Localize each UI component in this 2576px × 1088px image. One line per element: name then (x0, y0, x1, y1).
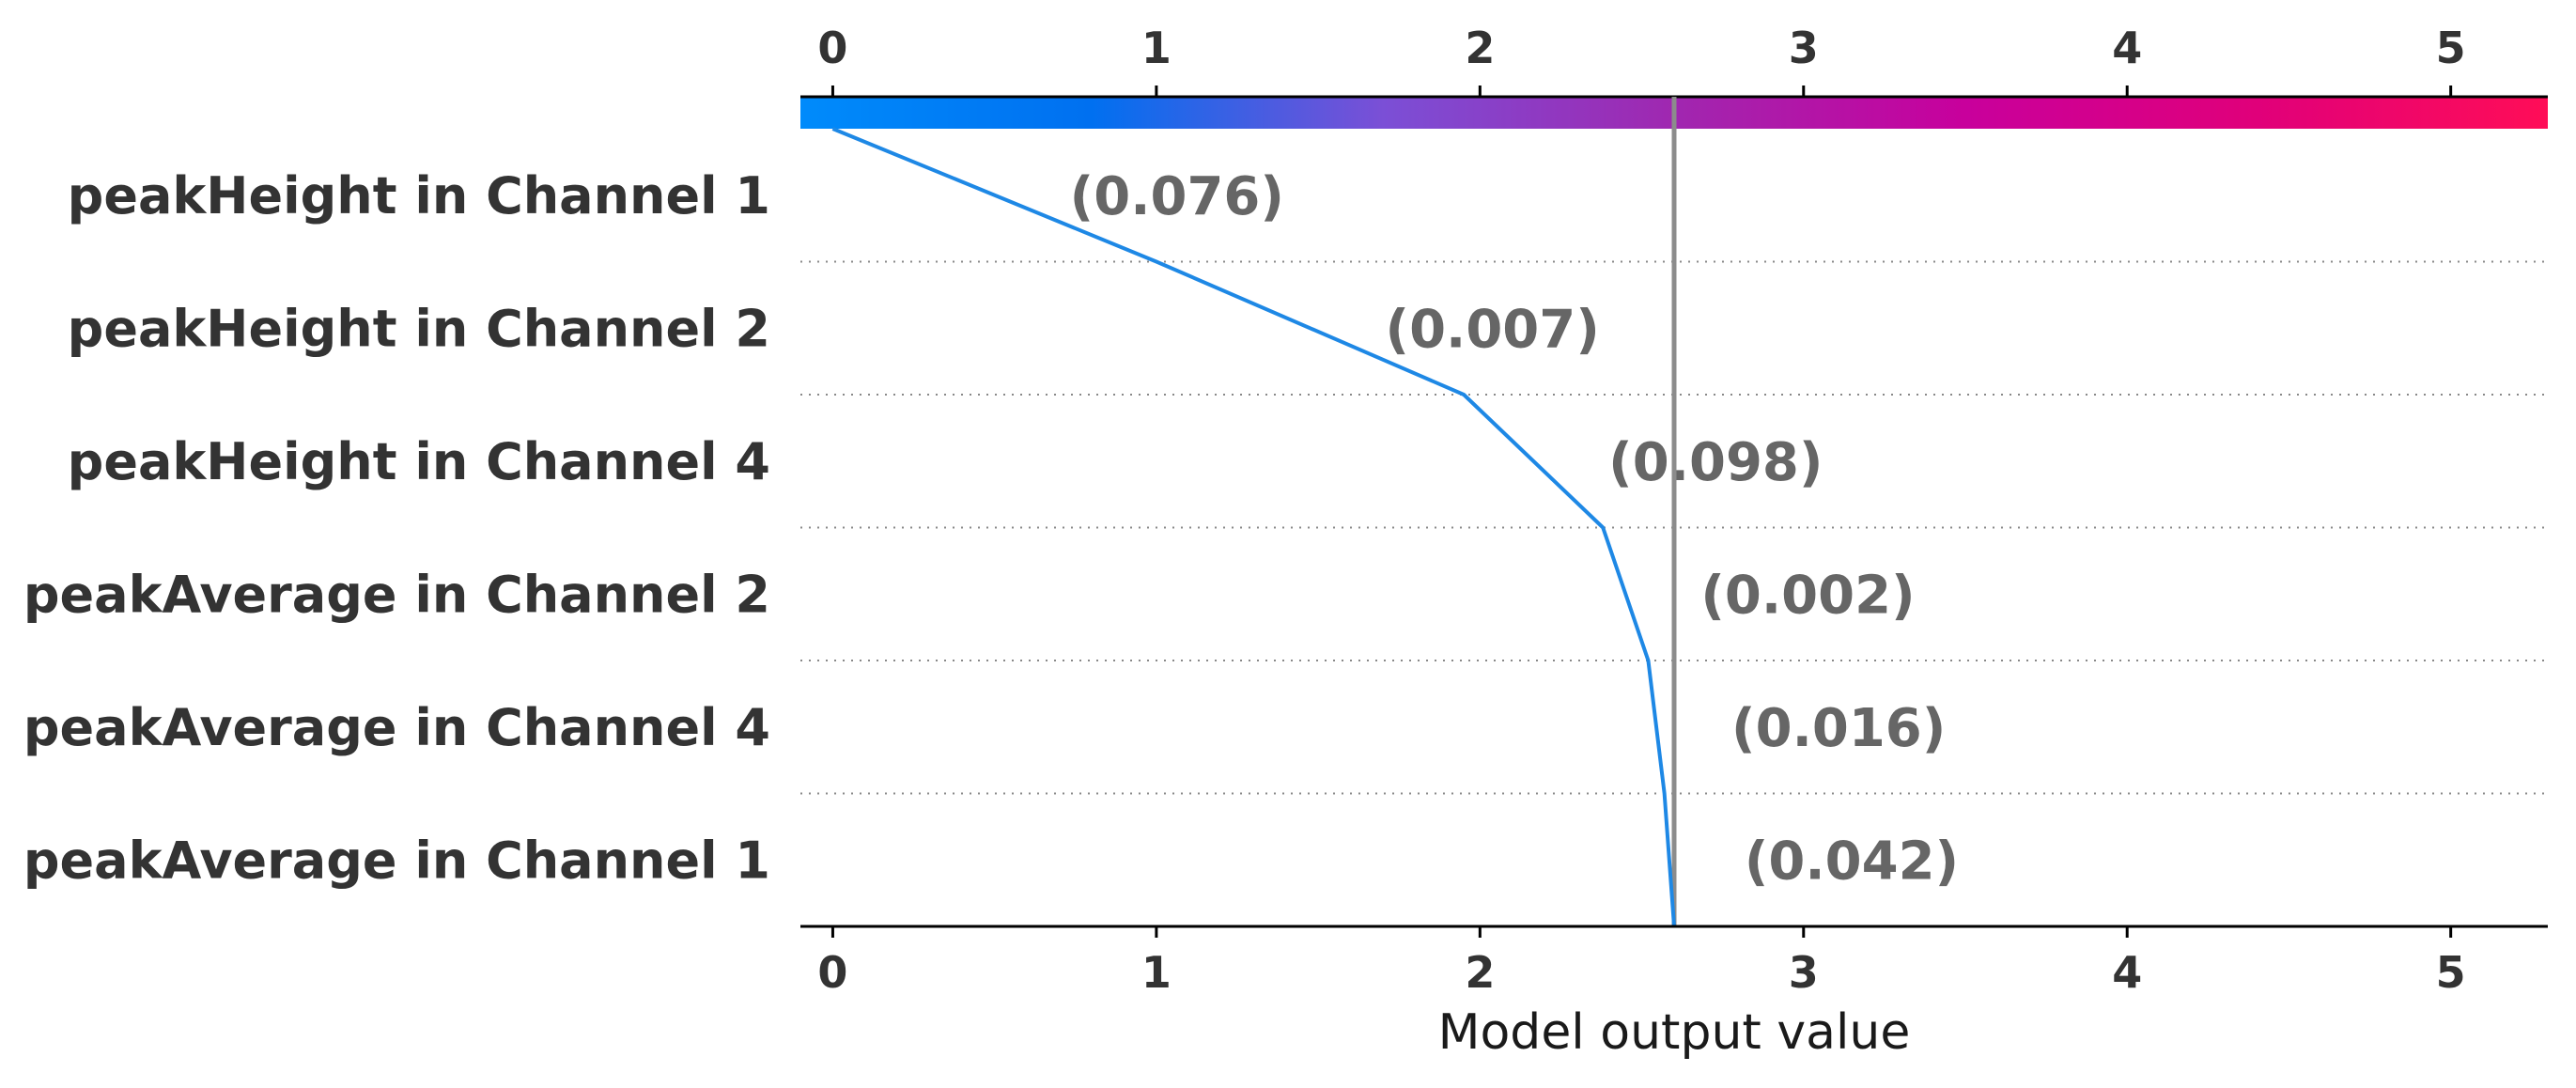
feature-label: peakAverage in Channel 2 (23, 565, 770, 624)
bottom-tick-label: 0 (817, 947, 847, 998)
feature-annotations: (0.076) (0.007) (0.098) (0.002) (0.016) (0.04… (1070, 166, 1959, 893)
feature-value-annotation: (0.007) (1386, 299, 1600, 360)
bottom-tick-label: 1 (1141, 947, 1172, 998)
top-tick-label: 2 (1465, 23, 1495, 73)
feature-value-annotation: (0.076) (1070, 166, 1284, 227)
feature-labels: peakHeight in Channel 1 peakHeight in Cha… (23, 166, 770, 891)
bottom-tick-label: 4 (2112, 947, 2142, 998)
row-gridlines (800, 260, 2548, 795)
top-tick-label: 0 (817, 23, 847, 73)
feature-label: peakHeight in Channel 4 (68, 432, 770, 491)
x-axis: 0 0 1 1 2 2 3 3 4 4 5 5 (800, 23, 2548, 998)
feature-label: peakAverage in Channel 1 (23, 831, 770, 890)
top-tick-label: 5 (2436, 23, 2466, 73)
decision-path-line (831, 127, 1676, 927)
feature-value-annotation: (0.098) (1608, 432, 1823, 493)
top-tick-label: 1 (1141, 23, 1172, 73)
bottom-tick-label: 2 (1465, 947, 1495, 998)
feature-value-annotation: (0.042) (1745, 831, 1959, 892)
bottom-tick-label: 5 (2436, 947, 2466, 998)
x-axis-label: Model output value (1438, 1004, 1911, 1061)
decision-path (831, 127, 1676, 927)
feature-label: peakAverage in Channel 4 (23, 698, 770, 757)
top-tick-label: 3 (1789, 23, 1819, 73)
feature-label: peakHeight in Channel 1 (68, 166, 770, 225)
top-tick-label: 4 (2112, 23, 2142, 73)
feature-label: peakHeight in Channel 2 (68, 299, 770, 358)
bottom-tick-label: 3 (1789, 947, 1819, 998)
feature-value-annotation: (0.016) (1731, 698, 1946, 759)
feature-value-annotation: (0.002) (1700, 565, 1915, 626)
